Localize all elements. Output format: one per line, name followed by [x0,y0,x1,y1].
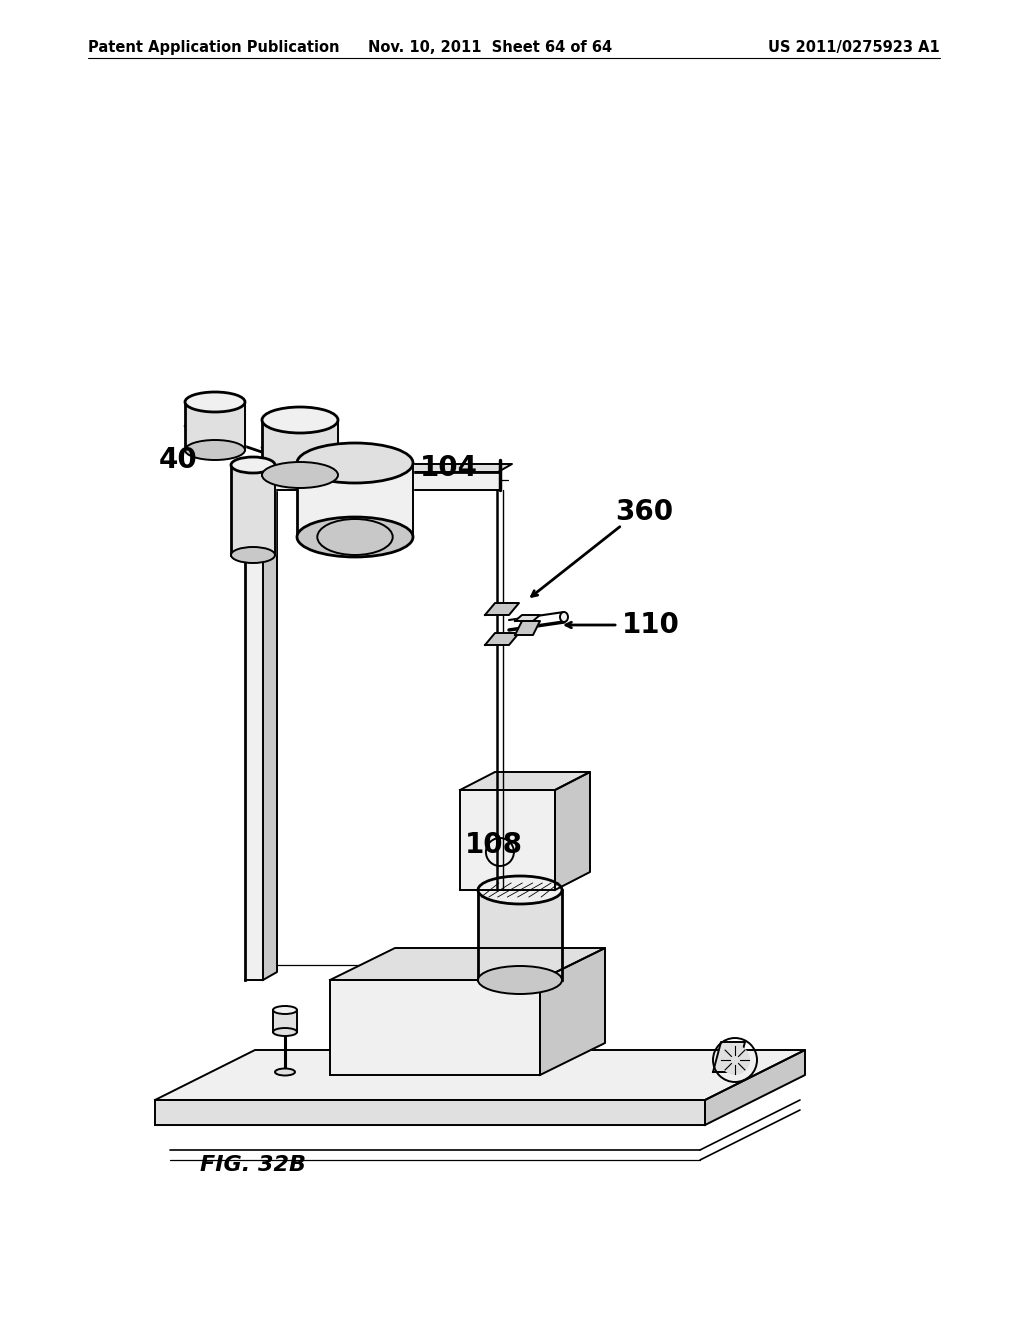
Polygon shape [330,948,605,979]
Ellipse shape [478,876,562,904]
Ellipse shape [262,407,338,433]
Polygon shape [185,403,245,450]
Text: Patent Application Publication: Patent Application Publication [88,40,340,55]
Polygon shape [263,482,278,979]
Polygon shape [713,1041,745,1072]
Text: 40: 40 [159,446,198,474]
Polygon shape [540,948,605,1074]
Polygon shape [231,465,275,554]
Polygon shape [705,1049,805,1125]
Polygon shape [485,603,519,615]
Polygon shape [478,890,562,979]
Ellipse shape [185,440,245,459]
Polygon shape [245,465,512,473]
Ellipse shape [231,457,275,473]
Polygon shape [155,1100,705,1125]
Text: 108: 108 [465,832,523,859]
Text: FIG. 32B: FIG. 32B [200,1155,306,1175]
Polygon shape [262,420,338,475]
Ellipse shape [273,1028,297,1036]
Polygon shape [273,1010,297,1032]
Text: 360: 360 [615,498,673,525]
Text: US 2011/0275923 A1: US 2011/0275923 A1 [768,40,940,55]
Polygon shape [515,615,540,620]
Ellipse shape [560,612,568,622]
Text: 110: 110 [622,611,680,639]
Ellipse shape [275,1068,295,1076]
Text: Nov. 10, 2011  Sheet 64 of 64: Nov. 10, 2011 Sheet 64 of 64 [368,40,612,55]
Ellipse shape [297,517,413,557]
Ellipse shape [297,444,413,483]
Polygon shape [460,789,555,890]
Text: 104: 104 [420,454,478,482]
Polygon shape [245,490,263,979]
Polygon shape [515,620,540,635]
Ellipse shape [478,966,562,994]
Ellipse shape [185,392,245,412]
Ellipse shape [273,1006,297,1014]
Circle shape [721,1045,749,1074]
Ellipse shape [262,462,338,488]
Polygon shape [330,979,540,1074]
Polygon shape [245,473,498,490]
Polygon shape [297,463,413,537]
Polygon shape [555,772,590,890]
Polygon shape [460,772,590,789]
Ellipse shape [231,546,275,564]
Polygon shape [155,1049,805,1100]
Polygon shape [485,634,519,645]
